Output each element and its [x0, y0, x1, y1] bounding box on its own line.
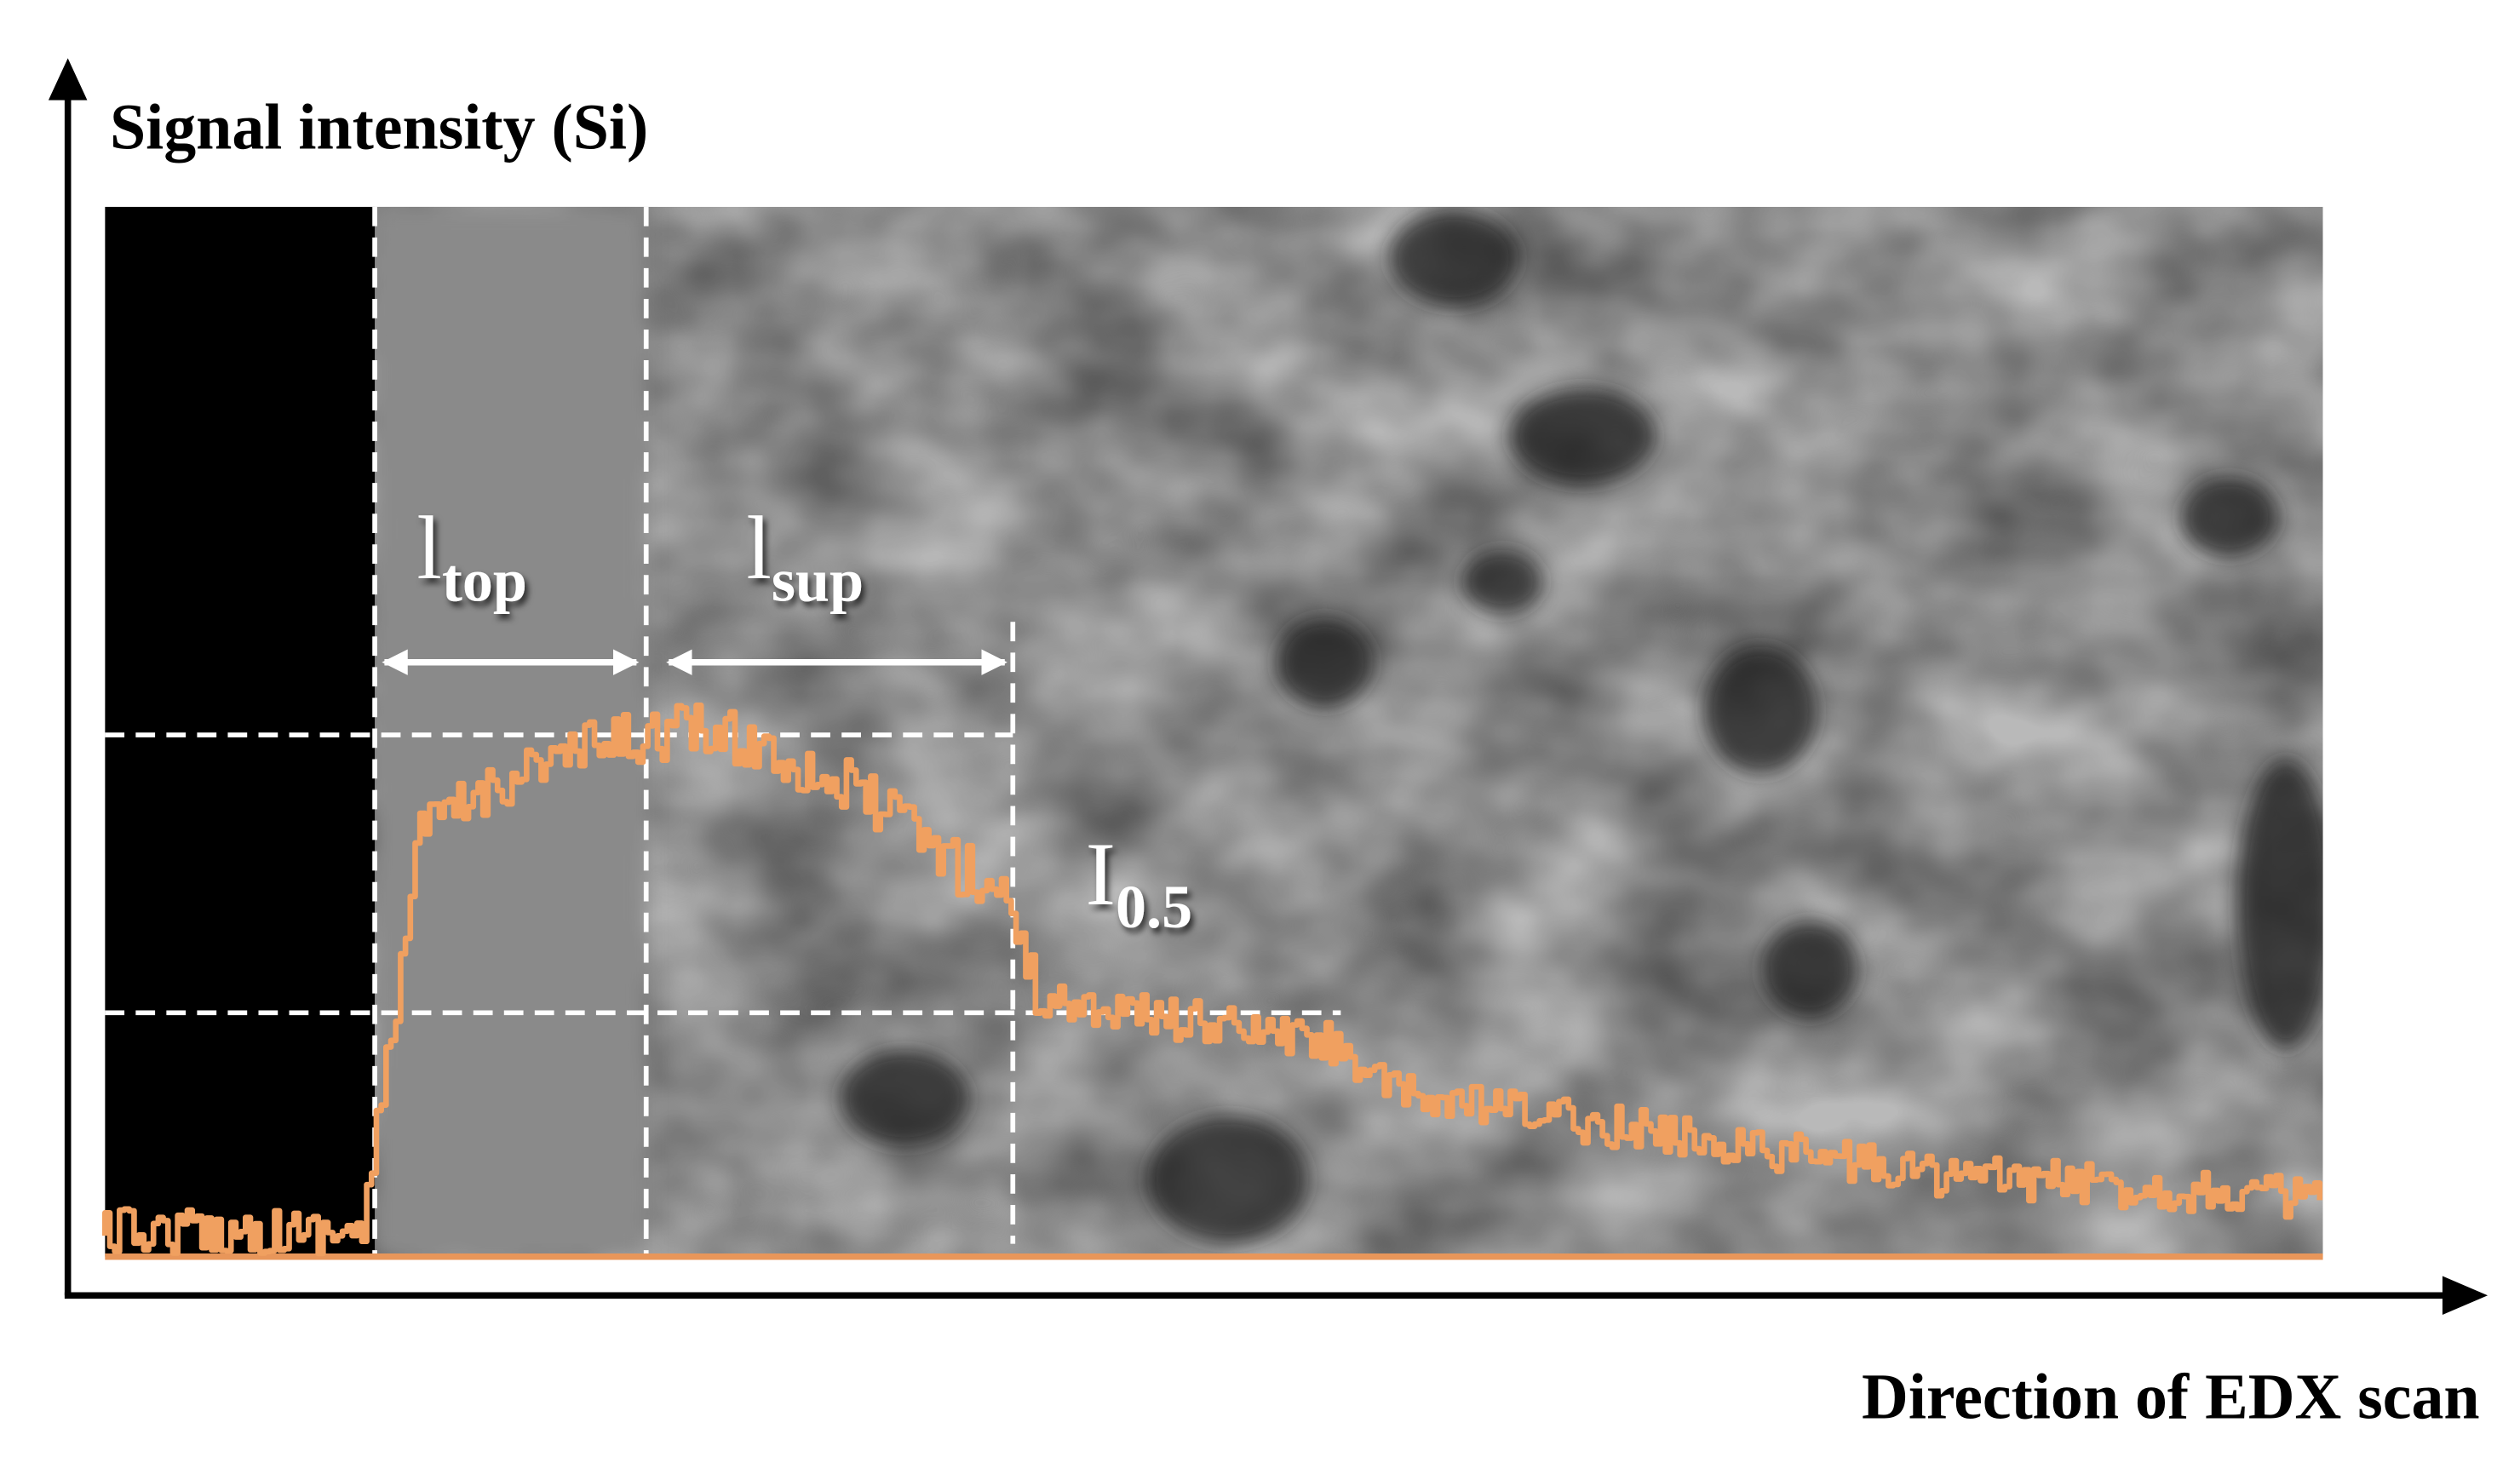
micrograph — [105, 206, 2323, 1257]
x-arrowhead — [2442, 1276, 2488, 1316]
axes — [64, 89, 2448, 1299]
annotations: ltop lsup I0.5 — [416, 497, 1192, 941]
annotation: I0.5 — [1086, 823, 1192, 941]
y-arrowhead — [48, 58, 88, 100]
signal-profile — [101, 703, 2323, 1257]
x-axis-label: Direction of EDX scan — [1862, 1361, 2480, 1432]
annotation: ltop — [416, 497, 527, 615]
annotation: lsup — [746, 497, 864, 615]
y-axis-label: Signal intensity (Si) — [110, 92, 648, 163]
